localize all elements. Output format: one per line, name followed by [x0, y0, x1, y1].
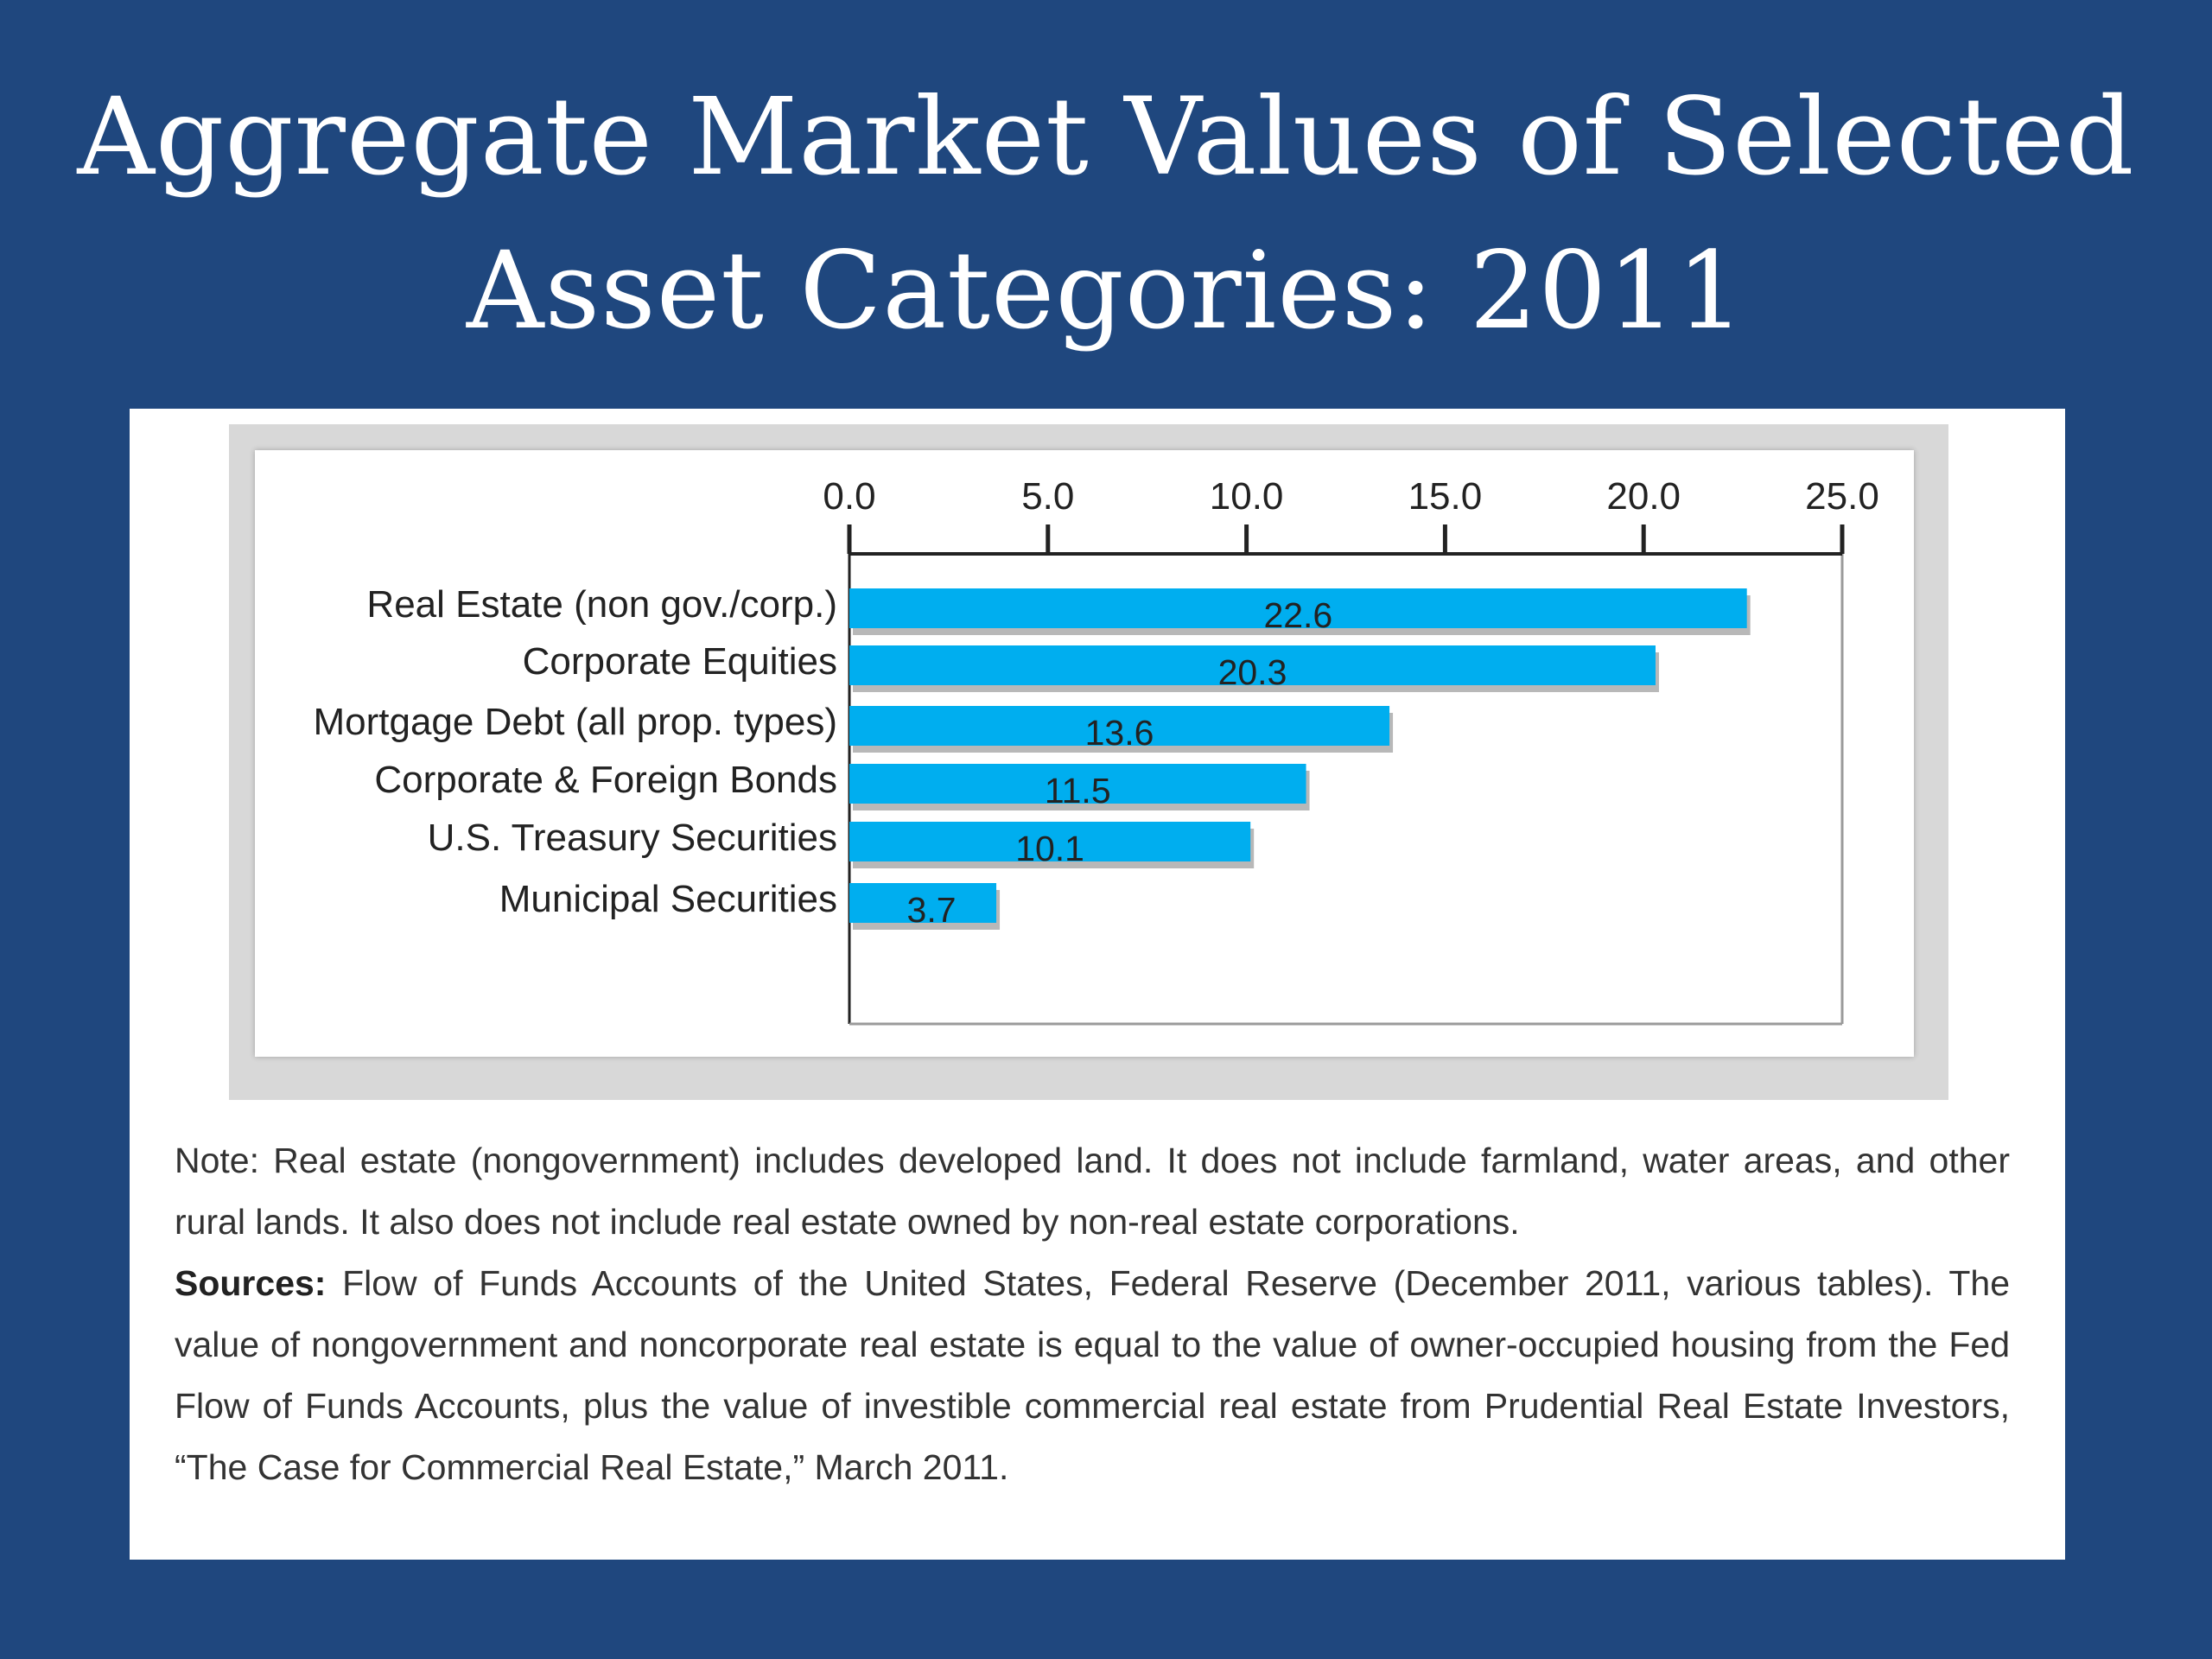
- category-label: Corporate & Foreign Bonds: [374, 759, 837, 801]
- slide-title-line-2: Asset Categories: 2011: [466, 229, 1746, 353]
- chart-frame: 0.0 5.0 10.0 15.0 20.0 25.0 22.6 Real Estate (n…: [229, 424, 1948, 1100]
- sources-text: Flow of Funds Accounts of the United Sta…: [175, 1263, 2010, 1487]
- bar-value-label: 22.6: [1263, 595, 1332, 635]
- bar: [849, 822, 1251, 861]
- x-tick-label: 5.0: [1021, 475, 1074, 518]
- category-label: Real Estate (non gov./corp.): [366, 583, 837, 626]
- chart-area: 0.0 5.0 10.0 15.0 20.0 25.0 22.6 Real Estate (n…: [255, 450, 1914, 1057]
- bar: [849, 706, 1390, 746]
- bar: [849, 764, 1306, 804]
- x-tick-label: 15.0: [1408, 475, 1483, 518]
- category-label: Mortgage Debt (all prop. types): [313, 701, 837, 743]
- bar-value-label: 20.3: [1218, 652, 1287, 692]
- bar-value-label: 11.5: [1045, 771, 1111, 810]
- footnote-note: Note: Real estate (nongovernment) includ…: [175, 1141, 2010, 1242]
- footnote-sources: Sources: Flow of Funds Accounts of the U…: [175, 1253, 2010, 1498]
- content-panel: 0.0 5.0 10.0 15.0 20.0 25.0 22.6 Real Estate (n…: [130, 409, 2065, 1560]
- bar-value-label: 13.6: [1085, 713, 1154, 753]
- footnote: Note: Real estate (nongovernment) includ…: [175, 1130, 2010, 1498]
- bar: [849, 883, 997, 923]
- bar: [849, 645, 1656, 685]
- bar-chart: 0.0 5.0 10.0 15.0 20.0 25.0 22.6 Real Estate (n…: [313, 475, 1879, 1026]
- bar: [849, 588, 1747, 628]
- x-tick-label: 20.0: [1606, 475, 1681, 518]
- x-tick-label: 25.0: [1805, 475, 1879, 518]
- bar-value-label: 3.7: [907, 890, 957, 930]
- category-label: Municipal Securities: [499, 878, 837, 920]
- category-label: U.S. Treasury Securities: [428, 817, 837, 859]
- bar-value-label: 10.1: [1015, 829, 1084, 868]
- category-label: Corporate Equities: [523, 640, 837, 683]
- sources-label: Sources:: [175, 1263, 327, 1303]
- x-tick-label: 10.0: [1210, 475, 1284, 518]
- slide-title-line-1: Aggregate Market Values of Selected: [77, 75, 2135, 200]
- x-tick-label: 0.0: [823, 475, 875, 518]
- slide-title: Aggregate Market Values of Selected Asse…: [0, 60, 2212, 368]
